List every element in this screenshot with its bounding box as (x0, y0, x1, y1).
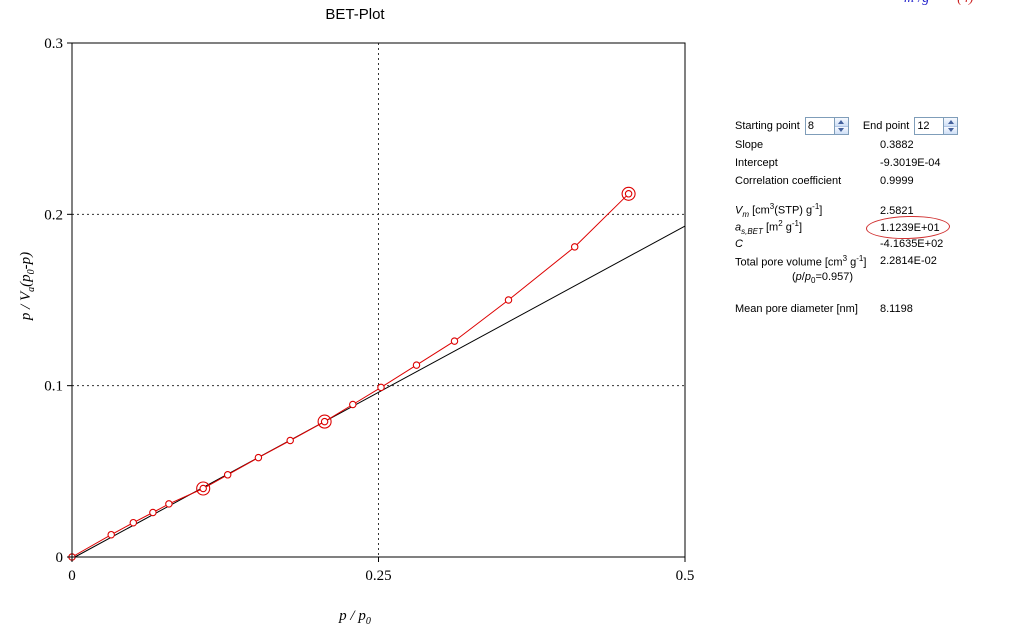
as-bet-value: 1.1239E+01 (880, 221, 940, 234)
end-point-input[interactable] (915, 118, 944, 134)
result-row-relative-pressure: (p/p0=0.957) (735, 270, 1023, 287)
svg-text:0: 0 (56, 550, 64, 566)
stat-row-slope: Slope 0.3882 (735, 136, 1023, 154)
end-point-increment-button[interactable] (944, 118, 958, 126)
bet-results-block: Vm [cm3(STP) g-1] 2.5821 as,BET [m2 g-1]… (735, 202, 1023, 318)
mean-pore-diameter-value: 8.1198 (880, 303, 913, 315)
starting-point-spinner (804, 117, 849, 135)
end-point-spinner (914, 117, 959, 135)
result-row-vm: Vm [cm3(STP) g-1] 2.5821 (735, 202, 1023, 219)
starting-point-spin-buttons (833, 118, 848, 134)
result-row-as-bet: as,BET [m2 g-1] 1.1239E+01 (735, 219, 1023, 236)
mean-pore-diameter-label: Mean pore diameter [nm] (735, 303, 858, 315)
c-constant-value: -4.1635E+02 (880, 238, 944, 250)
stat-row-intercept: Intercept -9.3019E-04 (735, 154, 1023, 172)
x-axis-label: p / p0 (339, 608, 371, 627)
formula-fragment-text: m²/g (904, 0, 929, 6)
result-row-total-pore-volume: Total pore volume [cm3 g-1] 2.2814E-02 (735, 252, 1023, 270)
up-arrow-icon (838, 119, 845, 124)
results-panel: Starting point End point Slope 0.3882 (735, 110, 1023, 318)
vm-label: Vm [cm3(STP) g-1] (735, 202, 823, 219)
svg-text:0.1: 0.1 (44, 379, 63, 395)
relative-pressure-label: (p/p0=0.957) (792, 271, 854, 286)
down-arrow-icon (838, 128, 845, 133)
as-bet-label: as,BET [m2 g-1] (735, 219, 803, 236)
slope-label: Slope (735, 139, 764, 151)
intercept-label: Intercept (735, 157, 778, 169)
equation-number-text: (4) (957, 0, 973, 6)
svg-text:0: 0 (68, 568, 76, 584)
chart-area: BET-Plot 0 0.25 0.5 0 0.1 0.2 0.3 p / Va(p0-p)… (18, 6, 695, 627)
y-axis-label: p / Va(p0-p) (18, 251, 37, 321)
starting-point-input[interactable] (805, 118, 834, 134)
svg-text:0.2: 0.2 (44, 207, 63, 223)
starting-point-increment-button[interactable] (834, 118, 848, 126)
svg-text:0.25: 0.25 (365, 568, 391, 584)
down-arrow-icon (947, 128, 954, 133)
c-constant-label: C (735, 238, 743, 250)
up-arrow-icon (947, 119, 954, 124)
svg-text:0.5: 0.5 (676, 568, 695, 584)
bet-plot-chart: 0 0.25 0.5 0 0.1 0.2 0.3 (44, 36, 695, 584)
starting-point-label: Starting point (735, 120, 800, 132)
clipped-formula-fragment: m²/g (4) (904, 0, 974, 7)
fit-range-row: Starting point End point (735, 116, 1023, 136)
svg-text:0.3: 0.3 (44, 36, 63, 52)
correlation-coefficient-label: Correlation coefficient (735, 175, 842, 187)
starting-point-decrement-button[interactable] (834, 125, 848, 134)
total-pore-volume-value: 2.2814E-02 (880, 255, 937, 267)
stat-row-correlation: Correlation coefficient 0.9999 (735, 172, 1023, 190)
chart-title: BET-Plot (325, 6, 385, 23)
clipped-top-text: m²/g (4) (904, 0, 1022, 9)
vm-value: 2.5821 (880, 204, 914, 217)
end-point-spin-buttons (943, 118, 958, 134)
result-row-c-constant: C -4.1635E+02 (735, 236, 1023, 252)
end-point-label: End point (862, 120, 910, 132)
correlation-coefficient-value: 0.9999 (880, 175, 914, 187)
intercept-value: -9.3019E-04 (880, 157, 941, 169)
total-pore-volume-label: Total pore volume [cm3 g-1] (735, 253, 867, 269)
end-point-decrement-button[interactable] (944, 125, 958, 134)
result-row-mean-pore-diameter: Mean pore diameter [nm] 8.1198 (735, 300, 1023, 318)
slope-value: 0.3882 (880, 139, 914, 151)
